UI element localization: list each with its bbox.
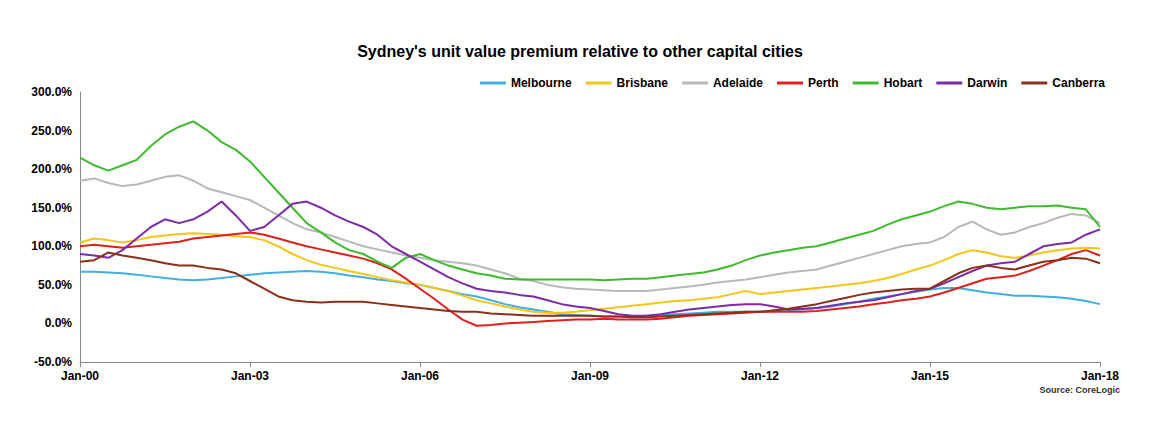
svg-text:50.0%: 50.0%: [38, 278, 72, 292]
svg-text:Hobart: Hobart: [884, 76, 923, 90]
svg-text:250.0%: 250.0%: [31, 124, 72, 138]
svg-text:Canberra: Canberra: [1052, 76, 1105, 90]
svg-text:200.0%: 200.0%: [31, 162, 72, 176]
svg-text:Brisbane: Brisbane: [617, 76, 669, 90]
svg-text:Jan-09: Jan-09: [571, 369, 609, 383]
svg-text:Adelaide: Adelaide: [713, 76, 763, 90]
svg-text:Sydney's unit value premium re: Sydney's unit value premium relative to …: [357, 43, 803, 60]
svg-text:Jan-06: Jan-06: [401, 369, 439, 383]
svg-text:Jan-12: Jan-12: [741, 369, 779, 383]
svg-text:300.0%: 300.0%: [31, 85, 72, 99]
svg-text:Jan-18: Jan-18: [1081, 369, 1119, 383]
svg-text:Perth: Perth: [808, 76, 839, 90]
svg-text:Darwin: Darwin: [967, 76, 1007, 90]
svg-text:100.0%: 100.0%: [31, 239, 72, 253]
svg-text:Jan-00: Jan-00: [61, 369, 99, 383]
svg-text:Melbourne: Melbourne: [511, 76, 572, 90]
svg-text:150.0%: 150.0%: [31, 201, 72, 215]
svg-text:Jan-03: Jan-03: [231, 369, 269, 383]
svg-text:Jan-15: Jan-15: [911, 369, 949, 383]
svg-text:Source: CoreLogic: Source: CoreLogic: [1039, 385, 1120, 395]
svg-text:0.0%: 0.0%: [45, 316, 73, 330]
svg-text:-50.0%: -50.0%: [34, 355, 72, 369]
